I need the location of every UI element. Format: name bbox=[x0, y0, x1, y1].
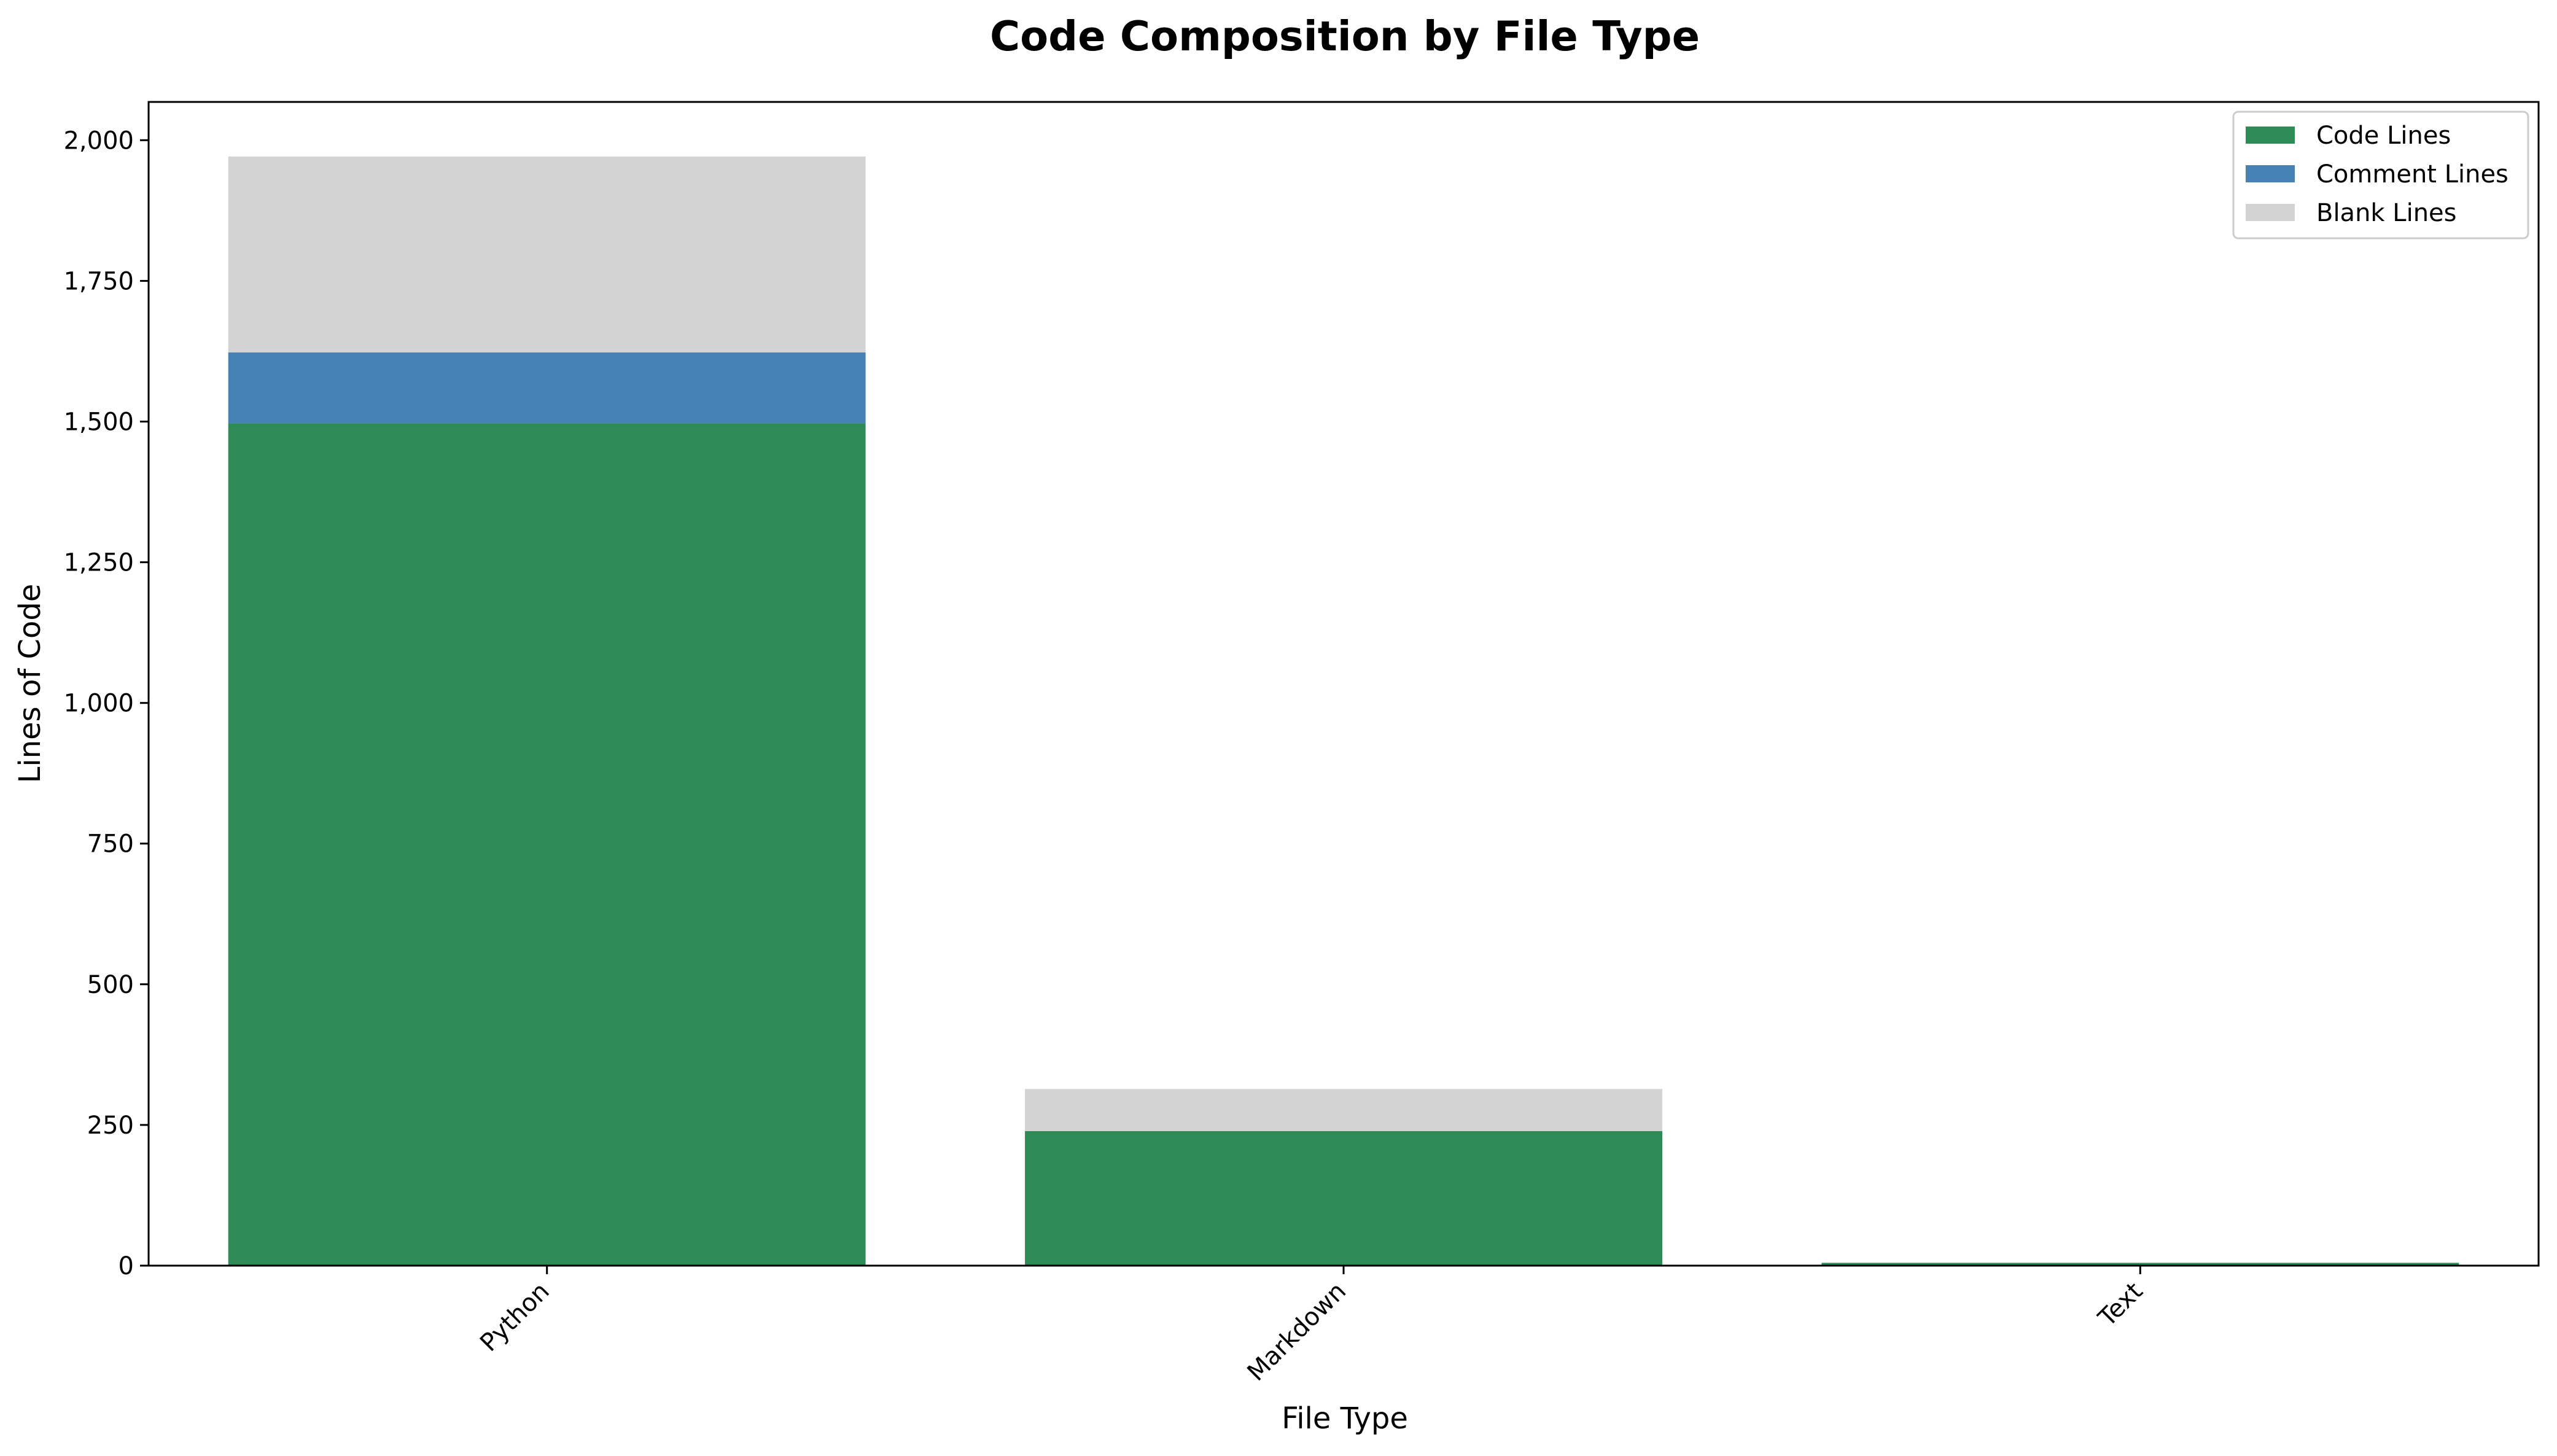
x-axis-label: File Type bbox=[1282, 1401, 1408, 1436]
bar-blank-lines-python bbox=[228, 156, 866, 352]
y-tick-label: 1,250 bbox=[63, 549, 134, 577]
legend: Code Lines Comment Lines Blank Lines bbox=[2232, 111, 2529, 239]
y-tick-label: 750 bbox=[87, 830, 134, 858]
legend-label-blank-lines: Blank Lines bbox=[2316, 199, 2457, 227]
y-axis: 0 250 500 750 1,000 1,250 1,500 1,750 2,000 bbox=[63, 127, 149, 1280]
y-tick-label: 1,000 bbox=[63, 690, 134, 718]
bar-code-lines-markdown bbox=[1025, 1131, 1662, 1266]
legend-swatch-comment-lines bbox=[2246, 165, 2295, 182]
y-tick-label: 1,500 bbox=[63, 408, 134, 437]
y-tick-label: 0 bbox=[119, 1252, 134, 1280]
bar-code-lines-text bbox=[1821, 1263, 2459, 1266]
legend-swatch-code-lines bbox=[2246, 127, 2295, 144]
y-tick-label: 500 bbox=[87, 971, 134, 999]
bar-code-lines-python bbox=[228, 423, 866, 1266]
legend-label-comment-lines: Comment Lines bbox=[2316, 160, 2508, 189]
legend-frame bbox=[2232, 111, 2529, 239]
y-tick-label: 2,000 bbox=[63, 127, 134, 155]
bar-comment-lines-python bbox=[228, 352, 866, 424]
y-tick-label: 1,750 bbox=[63, 267, 134, 295]
bars-layer bbox=[228, 156, 2459, 1266]
y-tick-label: 250 bbox=[87, 1111, 134, 1140]
legend-swatch-blank-lines bbox=[2246, 204, 2295, 221]
y-axis-label: Lines of Code bbox=[13, 584, 47, 784]
chart-title: Code Composition by File Type bbox=[990, 12, 1700, 60]
bar-blank-lines-markdown bbox=[1025, 1089, 1662, 1131]
legend-label-code-lines: Code Lines bbox=[2316, 122, 2451, 150]
